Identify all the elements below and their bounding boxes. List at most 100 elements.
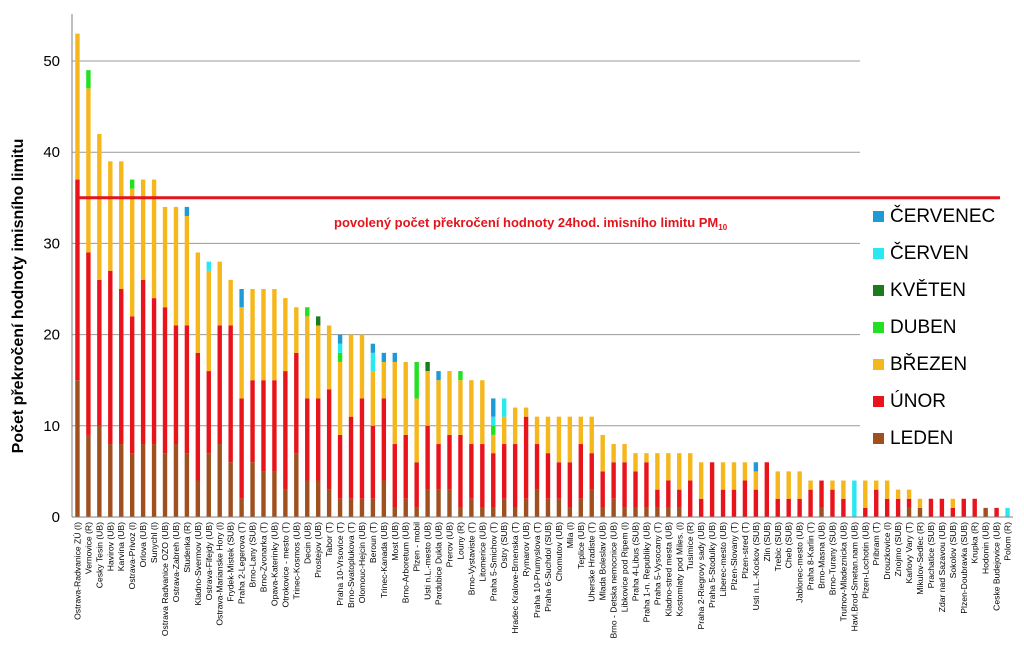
bar-segment-červenec <box>184 206 190 217</box>
bar-segment-červen <box>852 480 857 517</box>
bar-segment-leden <box>666 507 671 517</box>
bar-segment-březen <box>863 480 868 508</box>
bar-segment-leden <box>129 453 135 517</box>
bar-segment-březen <box>556 416 562 463</box>
bar-segment-březen <box>469 380 474 445</box>
bar-segment-únor <box>239 398 244 499</box>
x-tick-label: Praha 2-Riegrovy sady (UB) <box>696 522 706 630</box>
bar-segment-leden <box>436 489 441 517</box>
bar-segment-leden <box>359 498 365 517</box>
bar-segment-duben <box>491 425 496 435</box>
bar-segment-březen <box>305 316 310 399</box>
bar-segment-únor <box>206 371 211 454</box>
bar-segment-únor <box>742 480 748 517</box>
bar-segment-březen <box>206 270 211 372</box>
x-tick-label: Praha 5-Vysocany (T) <box>652 522 662 605</box>
bar-segment-březen <box>272 289 277 381</box>
bar-segment-duben <box>129 179 135 189</box>
bar-segment-leden <box>86 434 91 517</box>
bar-segment-březen <box>611 444 616 463</box>
bar-segment-leden <box>567 507 573 517</box>
x-tick-label: Plzen - mobil <box>412 522 422 572</box>
bar-segment-březen <box>403 361 408 435</box>
bar-segment-březen <box>195 252 201 353</box>
x-tick-label: Ostrava-Fifejdy (UB) <box>204 522 214 600</box>
bar-segment-březen <box>688 453 693 481</box>
x-tick-label: Ostrava Radvanice OZO (UB) <box>160 522 170 636</box>
bar-segment-červen <box>502 398 507 417</box>
bar-segment-leden <box>162 453 168 517</box>
x-tick-label: Tusimice (R) <box>685 522 695 571</box>
x-tick-label: Praha 5-Stodulky (UB) <box>707 522 717 608</box>
bar-segment-únor <box>425 425 430 490</box>
bar-segment-březen <box>294 307 299 353</box>
bar-segment-leden <box>97 425 102 517</box>
legend-label: KVĚTEN <box>890 279 966 301</box>
x-tick-label: Prerov (UB) <box>444 522 454 567</box>
x-tick-label: Otrokovice - mesto (T) <box>280 522 290 608</box>
bar-segment-březen <box>720 462 726 490</box>
y-tick-label: 0 <box>52 509 60 526</box>
x-tick-label: Sunychl (I) <box>149 522 159 563</box>
bar-segment-únor <box>786 498 791 517</box>
x-tick-label: Brno-Svatoplukova (T) <box>346 522 356 608</box>
bar-segment-březen <box>250 289 255 381</box>
bar-segment-březen <box>917 498 923 508</box>
x-tick-label: Brno-Vystaviste (T) <box>466 522 476 595</box>
bar-segment-únor <box>961 498 966 517</box>
bar-segment-únor <box>140 279 146 445</box>
bar-segment-březen <box>677 453 682 490</box>
bar-segment-leden <box>556 498 562 517</box>
legend-swatch <box>873 359 884 370</box>
x-tick-label: Brno-Masna (UB) <box>817 522 827 589</box>
x-tick-label: Brno-Lany (SUB) <box>248 522 258 588</box>
x-tick-label: Orlova (UB) <box>138 522 148 567</box>
x-axis-labels: Ostrava-Radvanice ZÚ (I) Vernovice (R) Ces… <box>72 522 1012 639</box>
legend-swatch <box>873 396 884 407</box>
x-tick-label: Plzen-Slovany (T) <box>729 522 739 590</box>
bar-segment-červenec <box>436 371 441 381</box>
bar-segment-únor <box>359 398 365 499</box>
bar-segment-březen <box>129 188 135 317</box>
x-tick-label: Trinec-Kosmos (UB) <box>291 522 301 600</box>
x-tick-label: Tabor (T) <box>324 522 334 557</box>
bar-segment-únor <box>556 462 562 499</box>
bar-segment-březen <box>786 471 791 499</box>
bar-segment-únor <box>305 398 310 481</box>
bar-segment-leden <box>151 444 157 517</box>
x-tick-label: Teplice (UB) <box>576 522 586 569</box>
bar-segment-březen <box>348 334 354 417</box>
bar-segment-únor <box>775 498 780 517</box>
bar-segment-únor <box>906 498 912 508</box>
x-tick-label: Decin (UB) <box>302 522 312 564</box>
bar-segment-leden <box>283 489 288 517</box>
bar-segment-leden <box>239 498 244 517</box>
bar-segment-leden <box>140 444 146 517</box>
x-tick-label: Usti n.L.-Kockov (SUB) <box>751 522 761 610</box>
bar-segment-červen <box>491 416 496 426</box>
bar-segment-březen <box>173 206 179 326</box>
x-tick-label: Sokolov (SUB) <box>948 522 958 578</box>
x-tick-label: Ostrava-Zabreh (UB) <box>171 522 181 602</box>
bar-segment-únor <box>764 462 770 517</box>
bar-segment-únor <box>469 444 474 499</box>
x-tick-label: Brno-Arboretum (UB) <box>401 522 411 603</box>
bar-segment-únor <box>512 444 518 508</box>
bar-segment-leden <box>644 507 649 517</box>
bar-segment-leden <box>917 507 923 517</box>
bar-segment-březen <box>534 416 540 445</box>
bar-segment-únor <box>228 325 233 463</box>
bar-segment-leden <box>250 462 255 517</box>
bar-segment-březen <box>523 407 529 417</box>
bar-segment-únor <box>370 425 376 499</box>
bar-segment-březen <box>753 471 759 490</box>
bar-segment-únor <box>972 498 977 517</box>
x-tick-label: Kladno-stred mesta (UB) <box>663 522 673 617</box>
bar-segment-březen <box>239 307 244 399</box>
bar-segment-březen <box>283 298 288 372</box>
bar-segment-únor <box>491 453 496 508</box>
bar-segment-únor <box>731 489 737 517</box>
bar-segment-leden <box>414 507 419 517</box>
legend-swatch <box>873 433 884 444</box>
